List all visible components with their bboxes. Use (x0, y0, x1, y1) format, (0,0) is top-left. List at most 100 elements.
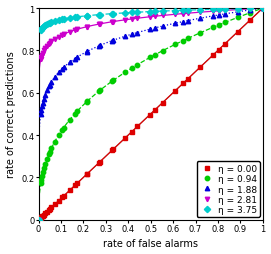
η = 0.00 (153, 109, 156, 112)
η = 1.88 (44, 94, 47, 97)
η = 1.88 (62, 67, 65, 70)
η = 0.94 (41, 171, 44, 174)
η = 2.81 (211, 11, 214, 14)
η = 2.81 (62, 34, 65, 37)
η = 2.81 (47, 43, 51, 46)
η = 3.75 (161, 10, 164, 13)
η = 3.75 (42, 26, 46, 29)
η = 1.88 (173, 23, 177, 26)
η = 1.88 (199, 18, 202, 21)
η = 0.94 (37, 218, 40, 221)
η = 3.75 (39, 29, 42, 33)
η = 3.75 (211, 9, 214, 12)
η = 2.81 (153, 16, 156, 19)
η = 2.81 (199, 12, 202, 15)
η = 0.94 (182, 40, 185, 43)
η = 0.94 (186, 38, 189, 41)
η = 0.94 (199, 32, 202, 35)
η = 0.00 (149, 114, 152, 117)
η = 3.75 (61, 19, 64, 22)
η = 3.75 (53, 20, 56, 23)
η = 1.88 (86, 51, 89, 54)
η = 2.81 (236, 9, 239, 12)
η = 3.75 (217, 9, 220, 12)
η = 0.94 (98, 89, 102, 92)
η = 2.81 (45, 45, 49, 48)
η = 2.81 (50, 41, 53, 44)
η = 3.75 (112, 13, 115, 16)
η = 1.88 (97, 45, 100, 48)
η = 2.81 (249, 8, 252, 11)
η = 1.88 (261, 8, 264, 11)
η = 1.88 (224, 13, 227, 16)
η = 1.88 (217, 14, 220, 17)
η = 2.81 (111, 21, 114, 24)
η = 3.75 (182, 10, 185, 13)
η = 2.81 (112, 21, 115, 24)
η = 3.75 (73, 17, 76, 20)
η = 2.81 (42, 50, 46, 53)
η = 1.88 (186, 20, 189, 23)
η = 0.94 (97, 90, 100, 93)
η = 3.75 (37, 218, 40, 221)
η = 0.94 (161, 50, 164, 53)
η = 0.00 (236, 31, 239, 34)
η = 1.88 (130, 34, 133, 37)
η = 1.88 (249, 9, 252, 12)
η = 1.88 (40, 105, 44, 108)
Line: η = 3.75: η = 3.75 (36, 7, 265, 222)
η = 2.81 (173, 14, 177, 17)
η = 0.00 (97, 162, 100, 165)
η = 1.88 (98, 45, 102, 48)
η = 2.81 (130, 18, 133, 21)
η = 0.00 (85, 173, 88, 176)
η = 2.81 (68, 31, 71, 34)
η = 2.81 (217, 10, 220, 13)
η = 3.75 (62, 18, 65, 21)
η = 0.94 (85, 101, 88, 104)
η = 1.88 (40, 109, 43, 112)
η = 3.75 (236, 8, 239, 11)
η = 0.00 (136, 125, 139, 128)
η = 0.94 (40, 175, 44, 178)
η = 0.00 (86, 172, 89, 176)
η = 0.00 (39, 216, 42, 219)
η = 0.00 (123, 137, 127, 140)
η = 0.00 (224, 43, 227, 46)
Y-axis label: rate of correct predictions: rate of correct predictions (6, 51, 15, 178)
η = 1.88 (112, 39, 115, 42)
η = 3.75 (97, 14, 100, 17)
η = 0.94 (153, 54, 156, 57)
η = 0.00 (182, 82, 185, 85)
η = 1.88 (53, 76, 56, 79)
η = 2.81 (37, 218, 40, 221)
η = 0.00 (44, 212, 47, 215)
η = 2.81 (123, 19, 127, 22)
Line: η = 2.81: η = 2.81 (36, 7, 265, 222)
η = 0.00 (40, 215, 44, 218)
η = 2.81 (98, 23, 102, 26)
Line: η = 0.00: η = 0.00 (36, 7, 265, 222)
η = 0.00 (76, 182, 79, 185)
η = 0.94 (112, 79, 115, 82)
η = 1.88 (211, 15, 214, 18)
η = 2.81 (97, 24, 100, 27)
η = 2.81 (61, 34, 64, 37)
η = 0.94 (47, 153, 51, 156)
η = 0.00 (45, 211, 49, 214)
η = 0.94 (123, 72, 127, 75)
η = 0.94 (45, 158, 49, 161)
η = 0.00 (249, 19, 252, 22)
η = 0.94 (50, 147, 53, 150)
η = 1.88 (73, 58, 76, 61)
η = 2.81 (48, 42, 51, 45)
η = 3.75 (261, 8, 264, 11)
η = 3.75 (249, 8, 252, 11)
η = 2.81 (136, 18, 139, 21)
η = 0.94 (261, 8, 264, 11)
η = 2.81 (39, 58, 42, 61)
η = 3.75 (186, 10, 189, 13)
η = 3.75 (123, 12, 127, 15)
η = 0.94 (61, 129, 64, 132)
η = 0.00 (68, 189, 71, 192)
